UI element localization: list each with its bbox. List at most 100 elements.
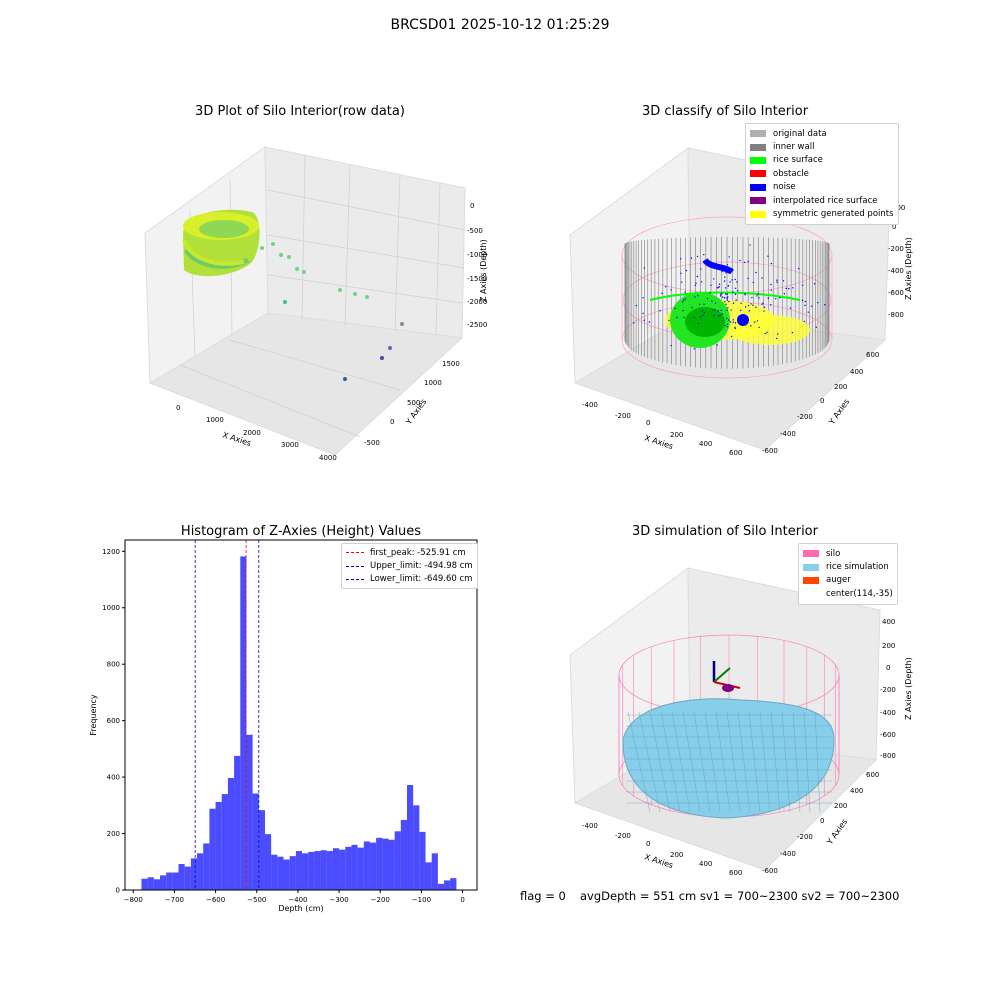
classify-floor-pane [573, 314, 887, 451]
noise-dot [716, 344, 718, 346]
noise-dot [756, 320, 759, 322]
simulation-tick-labels: -400 -200 0 200 400 600 -600 -400 -200 0… [582, 618, 896, 877]
simulation-plot-title: 3D simulation of Silo Interior [632, 524, 818, 539]
noise-dot [747, 260, 749, 263]
noise-dot [726, 299, 729, 301]
noise-dot [734, 287, 737, 289]
histogram-frame [124, 539, 478, 891]
histogram-bar [215, 801, 222, 890]
svg-text:-400: -400 [780, 430, 796, 438]
noise-dot [703, 303, 705, 306]
histogram-bar [382, 838, 389, 890]
noise-dot [731, 279, 733, 281]
raw-xtick: 3000 [281, 441, 299, 449]
noise-dot [734, 326, 736, 328]
histogram-bar [240, 556, 247, 890]
raw-gridlines [179, 154, 466, 438]
noise-dot [732, 319, 734, 321]
noise-dot [703, 311, 706, 314]
mesh-line [649, 711, 671, 813]
svg-text:400: 400 [850, 368, 863, 376]
noise-dot [777, 333, 779, 335]
svg-text:400: 400 [699, 860, 712, 868]
svg-text:400: 400 [882, 618, 895, 626]
noise-dot [696, 275, 699, 278]
noise-dot [661, 292, 663, 295]
svg-text:-400: -400 [582, 822, 598, 830]
classify-legend: original data inner wall rice surface obsta… [745, 123, 899, 225]
histogram-legend: first_peak: -525.91 cm Upper_limit: -494.… [341, 543, 478, 590]
simulation-legend-swatch [803, 576, 819, 584]
svg-text:-200: -200 [888, 245, 904, 253]
noise-dot [761, 277, 763, 279]
svg-text:400: 400 [850, 787, 863, 795]
histogram-bar [357, 847, 364, 890]
noise-dot [685, 269, 688, 272]
noise-dot [722, 296, 724, 298]
noise-dot [659, 310, 661, 312]
histogram-legend-item: first_peak: -525.91 cm [346, 546, 473, 559]
classify-legend-item: obstacle [750, 167, 894, 180]
noise-dot [635, 304, 638, 307]
noise-dot [726, 269, 728, 271]
mesh-line [693, 711, 711, 813]
noise-dot [734, 293, 737, 296]
raw-floor-pane [148, 312, 464, 456]
noise-dot [726, 297, 728, 300]
raw-xtick: 1000 [206, 416, 224, 424]
raw-ztick: -2500 [467, 321, 487, 329]
histogram-bar [407, 785, 414, 890]
noise-dot [726, 317, 728, 320]
noise-dot [727, 319, 730, 321]
noise-dot [763, 310, 765, 312]
raw-plot-title: 3D Plot of Silo Interior(row data) [195, 104, 405, 119]
noise-dot [748, 310, 750, 312]
histogram-ylabel: Frequency [89, 694, 98, 736]
noise-dot [697, 294, 699, 297]
noise-dot [739, 309, 742, 312]
noise-dot [711, 300, 713, 302]
histogram-bar [369, 842, 377, 890]
noise-dot [699, 316, 702, 318]
simulation-legend-item: center(114,-35) [803, 587, 893, 600]
noise-dot [726, 264, 729, 266]
noise-dot [709, 292, 711, 294]
raw-scatter-points [260, 242, 404, 381]
noise-dot [701, 310, 704, 312]
simulation-legend-swatch [803, 550, 819, 558]
svg-text:-400: -400 [880, 709, 896, 717]
noise-dot [714, 302, 717, 304]
noise-dot [727, 285, 730, 287]
noise-dot [642, 312, 644, 314]
noise-dot [721, 270, 723, 273]
noise-dot [724, 324, 726, 327]
noise-dot [815, 326, 818, 328]
svg-text:-200: -200 [615, 412, 631, 420]
noise-dot [744, 294, 746, 296]
noise-dot [758, 297, 760, 299]
svg-text:-400: -400 [888, 267, 904, 275]
svg-text:-600: -600 [762, 447, 778, 455]
noise-dot [703, 253, 705, 256]
noise-dot [788, 287, 790, 290]
noise-dot [747, 277, 749, 280]
noise-dot [700, 268, 702, 270]
noise-dot [723, 280, 726, 282]
histogram-bar [264, 834, 272, 890]
simulation-zlabel: Z Axies (Depth) [904, 657, 913, 720]
noise-dot [725, 272, 727, 274]
noise-dot [721, 292, 723, 295]
noise-dot [775, 337, 778, 340]
noise-dot [770, 304, 772, 306]
noise-dot [740, 302, 742, 304]
classify-noise-dots [632, 244, 826, 350]
histogram-bar [277, 856, 284, 890]
histogram-bar [302, 853, 309, 890]
mesh-line [781, 711, 791, 813]
classify-point-clusters [649, 258, 810, 348]
simulation-3d-plot: -400 -200 0 200 400 600 -600 -400 -200 0… [569, 567, 913, 877]
svg-text:600: 600 [866, 351, 879, 359]
noise-dot [713, 314, 715, 317]
histogram-xtick-label: −600 [206, 896, 225, 904]
simulation-legend-item: silo [803, 547, 893, 560]
